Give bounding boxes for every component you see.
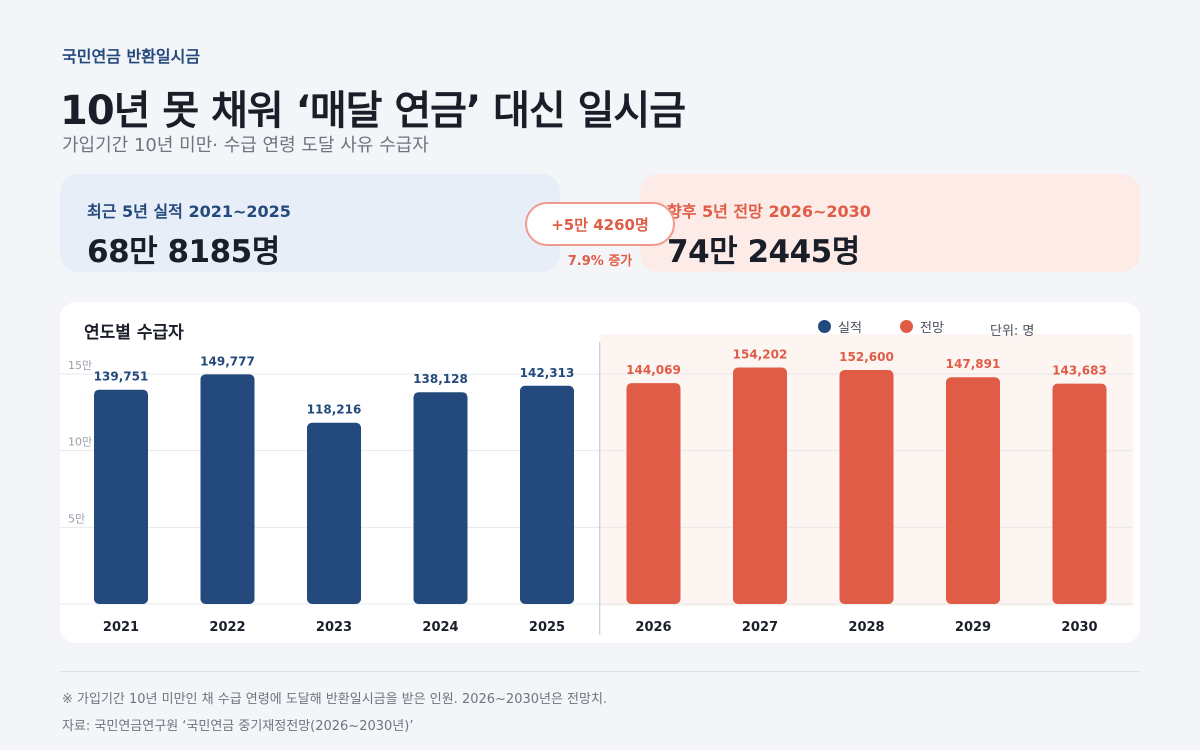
x-tick-label-2028: 2028 bbox=[848, 620, 884, 635]
bar-2023 bbox=[307, 422, 361, 604]
data-label-2024: 138,128 bbox=[413, 372, 468, 386]
y-tick-label: 15만 bbox=[68, 359, 92, 372]
source-note: 자료: 국민연금연구원 ‘국민연금 중기재정전망(2026~2030년)’ bbox=[62, 719, 414, 734]
x-tick-label-2021: 2021 bbox=[103, 620, 139, 635]
data-label-2028: 152,600 bbox=[839, 350, 894, 364]
bar-2029 bbox=[946, 377, 1000, 604]
x-tick-label-2024: 2024 bbox=[422, 620, 458, 635]
bar-2030 bbox=[1052, 383, 1107, 604]
forecast-summary-value: 74만 2445명 bbox=[667, 234, 860, 270]
data-label-2022: 149,777 bbox=[200, 354, 255, 368]
data-label-2026: 144,069 bbox=[626, 363, 681, 377]
bar-2025 bbox=[520, 385, 574, 604]
legend-label-actual: 실적 bbox=[838, 321, 862, 336]
x-tick-label-2026: 2026 bbox=[635, 620, 671, 635]
y-tick-label: 10만 bbox=[68, 436, 92, 449]
x-tick-label-2030: 2030 bbox=[1061, 620, 1097, 635]
legend-dot-actual bbox=[818, 320, 831, 333]
change-badge: +5만 4260명 bbox=[525, 202, 675, 246]
chart-card: 5만 10만 15만 139,751 2021 149,777 2022 118,216 202… bbox=[60, 302, 1140, 643]
forecast-summary-label: 향후 5년 전망 2026~2030 bbox=[667, 202, 871, 221]
unit-label: 단위: 명 bbox=[990, 324, 1035, 339]
page-subtitle: 가입기간 10년 미만· 수급 연령 도달 사유 수급자 bbox=[62, 135, 429, 156]
forecast-summary-box: 향후 5년 전망 2026~2030 74만 2445명 bbox=[640, 174, 1140, 272]
footer-divider bbox=[60, 671, 1140, 672]
data-label-2027: 154,202 bbox=[733, 348, 788, 362]
legend-item-forecast: 전망 bbox=[900, 317, 944, 336]
x-tick-label-2023: 2023 bbox=[316, 620, 352, 635]
data-label-2023: 118,216 bbox=[307, 403, 362, 417]
legend-label-forecast: 전망 bbox=[920, 321, 944, 336]
kicker: 국민연금 반환일시금 bbox=[62, 47, 201, 66]
bar-2021 bbox=[94, 389, 148, 604]
data-label-2025: 142,313 bbox=[520, 366, 575, 380]
legend-dot-forecast bbox=[900, 320, 913, 333]
recent-summary-value: 68만 8185명 bbox=[87, 234, 280, 270]
y-tick-label: 5만 bbox=[68, 512, 85, 525]
x-tick-label-2029: 2029 bbox=[955, 620, 991, 635]
legend-item-actual: 실적 bbox=[818, 317, 862, 336]
bar-2027 bbox=[733, 367, 787, 604]
chart-title: 연도별 수급자 bbox=[84, 323, 184, 343]
page-title: 10년 못 채워 ‘매달 연금’ 대신 일시금 bbox=[60, 88, 686, 134]
data-label-2021: 139,751 bbox=[94, 370, 149, 384]
recent-summary-label: 최근 5년 실적 2021~2025 bbox=[87, 202, 291, 221]
bar-2024 bbox=[413, 392, 468, 604]
data-label-2030: 143,683 bbox=[1052, 364, 1107, 378]
recent-summary-box: 최근 5년 실적 2021~2025 68만 8185명 bbox=[60, 174, 560, 272]
change-percent: 7.9% 증가 bbox=[567, 254, 633, 269]
bar-2026 bbox=[626, 383, 681, 604]
x-tick-label-2022: 2022 bbox=[209, 620, 245, 635]
data-label-2029: 147,891 bbox=[946, 357, 1001, 371]
x-tick-label-2025: 2025 bbox=[529, 620, 565, 635]
footnote: ※ 가입기간 10년 미만인 채 수급 연령에 도달해 반환일시금을 받은 인원… bbox=[62, 692, 608, 707]
bar-2028 bbox=[839, 370, 894, 604]
bar-2022 bbox=[200, 374, 255, 604]
x-tick-label-2027: 2027 bbox=[742, 620, 778, 635]
